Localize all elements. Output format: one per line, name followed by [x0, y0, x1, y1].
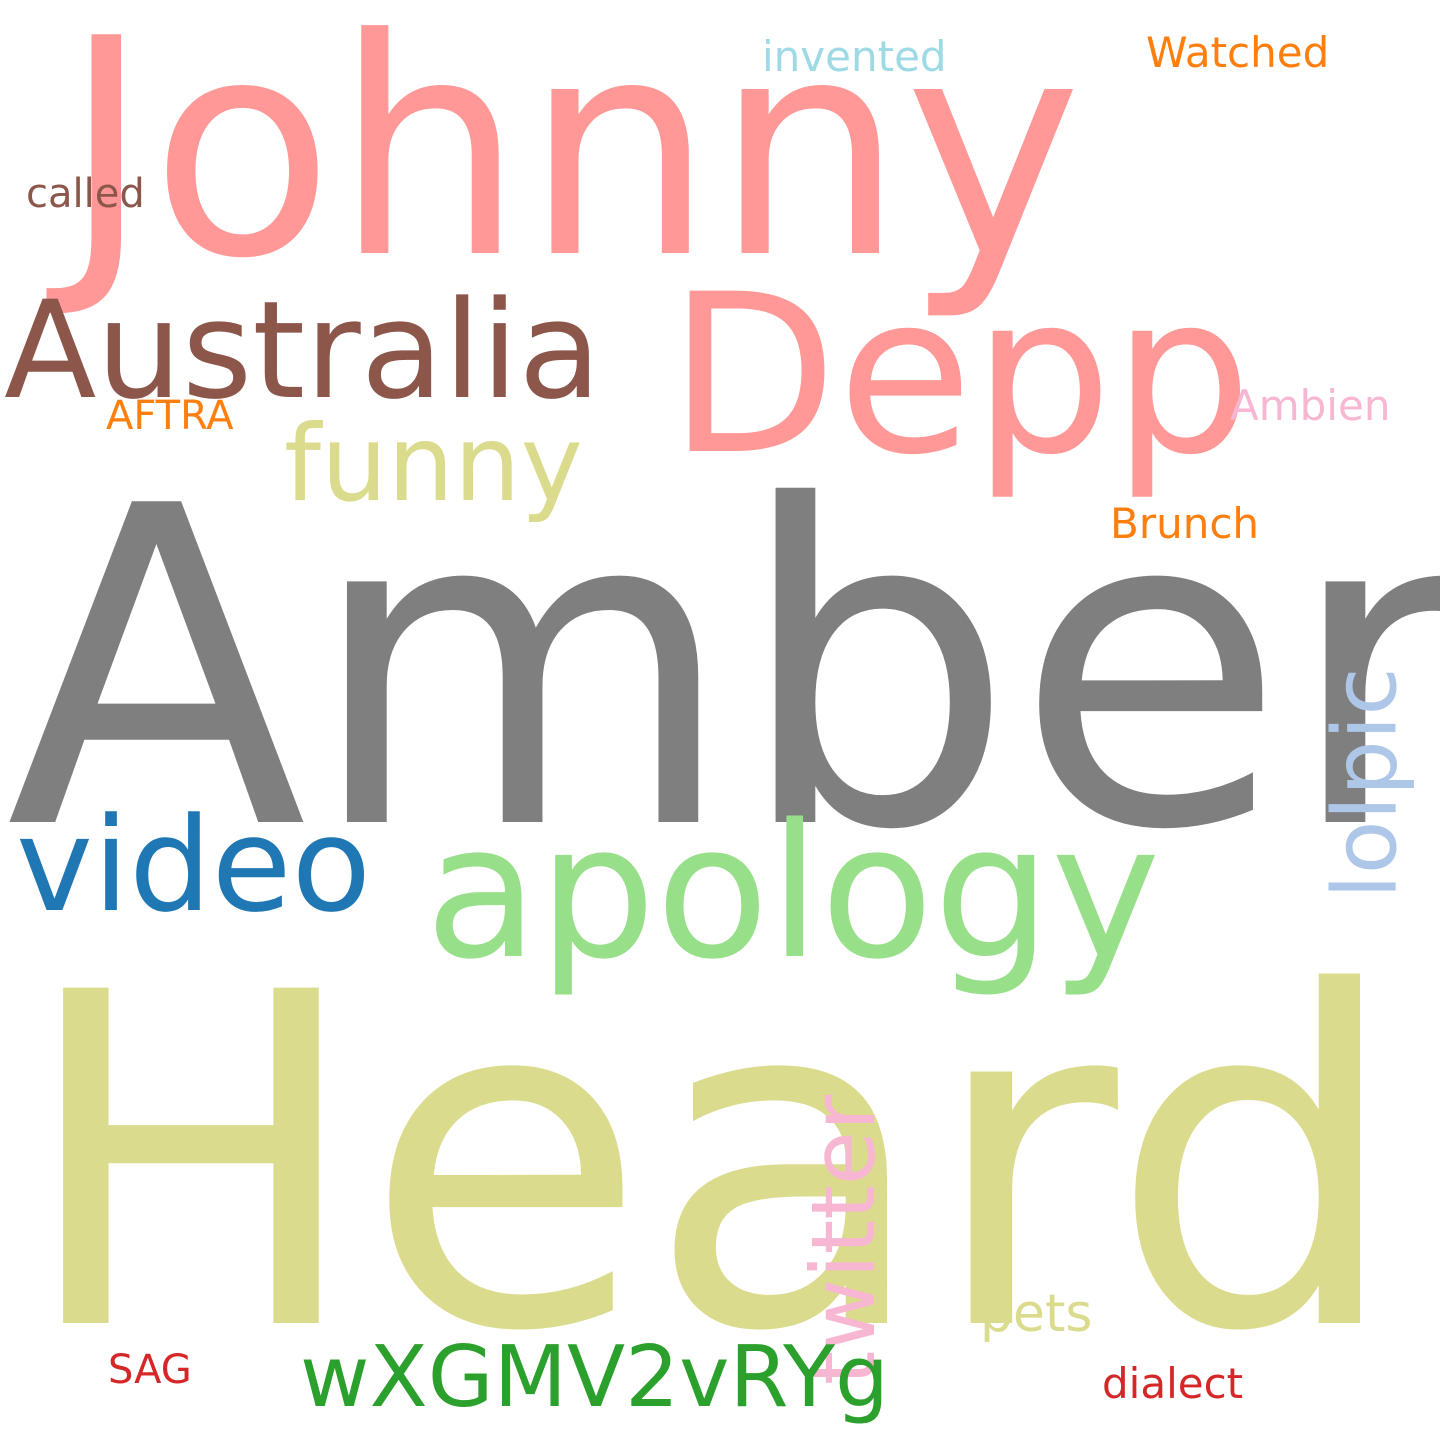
word-video: video	[16, 789, 372, 941]
word-called: called	[26, 171, 145, 217]
word-amber: Amber	[6, 414, 1440, 926]
word-invented: invented	[762, 32, 947, 81]
word-dialect: dialect	[1102, 1359, 1244, 1408]
word-watched: Watched	[1146, 28, 1330, 77]
word-pets: pets	[980, 1284, 1093, 1344]
word-apology: apology	[425, 784, 1161, 1000]
word-aftra: AFTRA	[106, 393, 234, 439]
word-sag: SAG	[108, 1347, 192, 1393]
word-australia: Australia	[4, 272, 602, 429]
word-wxgmv2vryg: wXGMV2vRYg	[300, 1328, 889, 1427]
word-funny: funny	[284, 403, 583, 525]
word-heard: Heard	[18, 897, 1402, 1432]
word-johnny: Johnny	[62, 0, 1082, 324]
word-depp: Depp	[668, 247, 1253, 503]
word-ambien: Ambien	[1230, 381, 1391, 430]
word-brunch: Brunch	[1110, 499, 1260, 548]
word-lolpic: lolpic	[1313, 667, 1417, 899]
